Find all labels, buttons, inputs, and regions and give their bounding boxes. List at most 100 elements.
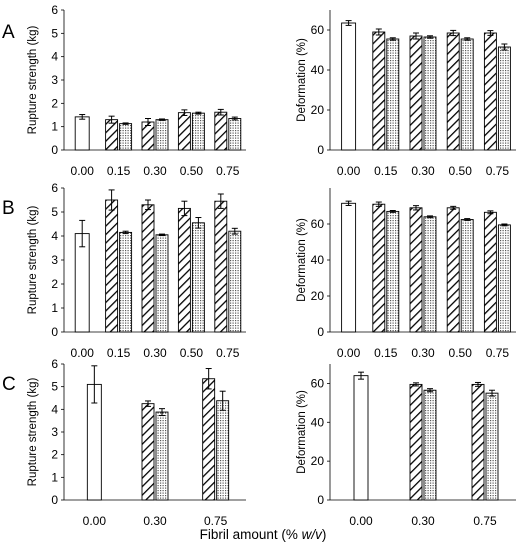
bar-hatch-0.30 [141,121,155,151]
y-tick-label: 2 [51,448,58,462]
y-tick-label: 60 [311,217,325,231]
bar-open-0.00 [74,233,90,333]
y-axis-title: Rupture strength (kg) [27,26,39,135]
y-tick-label: 1 [51,301,58,315]
y-axis-title: Rupture strength (kg) [27,206,39,315]
x-tick-label: 0.30 [411,164,435,178]
chart-B-deformation: Deformation (%) 0 20 40 60 0.00 0.15 0.30 0.50 0.… [296,188,516,360]
bar-open-0.00 [341,202,357,333]
bar-hatch-0.75 [202,378,216,501]
bar-hatch-0.50 [446,32,460,151]
bar-hatch-0.30 [409,383,423,501]
bar-hatch-0.75 [483,211,497,333]
chart-B-strength: B Rupture strength (kg) 0 1 2 3 4 5 6 0.00 0.15 0.3… [2,181,246,360]
x-tick-label: 0.50 [449,346,473,360]
x-tick-label: 0.00 [349,514,373,528]
bar-hatch-0.50 [446,207,460,333]
y-tick-label: 20 [311,103,325,117]
bar-dots-0.15 [119,123,133,151]
bar-dots-0.30 [423,216,437,333]
bar-dots-0.75 [216,400,230,501]
x-tick-label: 0.75 [486,346,510,360]
y-tick-label: 1 [51,470,58,484]
bar-hatch-0.15 [105,199,119,333]
bar-hatch-0.15 [105,119,119,151]
chart-A-strength: A Rupture strength (kg) 0 1 2 3 4 5 6 0.00 0.15 0.3… [2,3,246,178]
bar-hatch-0.50 [177,112,191,151]
x-tick-label: 0.75 [216,164,240,178]
bar-hatch-0.30 [141,403,155,501]
bar-hatch-0.75 [483,32,497,151]
bar-hatch-0.75 [471,383,485,501]
y-tick-label: 6 [51,3,58,17]
bar-dots-0.30 [423,389,437,501]
y-tick-label: 0 [51,143,58,157]
bar-dots-0.50 [191,222,205,333]
x-axis-label-suffix: ) [321,527,327,542]
y-axis-title: Deformation (%) [296,390,308,474]
x-tick-label: 0.00 [337,164,361,178]
x-axis-label-prefix: Fibril amount (% [199,527,302,542]
panel-letter-C: C [2,374,16,395]
bar-dots-0.30 [423,36,437,151]
bar-dots-0.30 [155,119,169,151]
y-axis-title: Deformation (%) [296,218,308,302]
y-tick-label: 2 [51,96,58,110]
bar-dots-0.75 [228,118,242,151]
y-tick-label: 0 [317,493,324,507]
y-tick-label: 40 [311,63,325,77]
x-axis-shared-label: Fibril amount (% w/v) [0,527,526,542]
y-tick-label: 40 [311,415,325,429]
chart-A-deformation: Deformation (%) 0 20 40 60 0.00 0.15 0.30 0.50 0.… [296,10,516,178]
bar-dots-0.30 [155,234,169,333]
y-tick-label: 0 [317,143,324,157]
bar-hatch-0.30 [409,207,423,333]
x-tick-label: 0.00 [71,346,95,360]
y-tick-label: 60 [311,376,325,390]
x-tick-label: 0.00 [83,514,107,528]
y-tick-label: 3 [51,425,58,439]
bar-hatch-0.30 [141,204,155,333]
bar-open-0.00 [74,116,90,151]
bar-dots-0.75 [228,230,242,333]
bar-dots-0.75 [485,392,499,501]
y-tick-label: 4 [51,229,58,243]
bar-hatch-0.75 [214,200,228,333]
x-tick-label: 0.15 [107,164,131,178]
x-tick-label: 0.75 [486,164,510,178]
x-tick-label: 0.30 [143,164,167,178]
y-axis-title: Deformation (%) [296,38,308,122]
x-tick-label: 0.30 [411,346,435,360]
y-tick-label: 20 [311,454,325,468]
y-tick-label: 3 [51,73,58,87]
bar-hatch-0.50 [177,207,191,333]
x-tick-label: 0.30 [411,514,435,528]
x-tick-label: 0.00 [71,164,95,178]
bar-dots-0.15 [119,231,133,333]
panel-letter-A: A [2,22,15,43]
x-tick-label: 0.50 [180,164,204,178]
bar-dots-0.15 [386,38,400,151]
y-tick-label: 1 [51,120,58,134]
bar-dots-0.15 [386,210,400,333]
y-tick-label: 40 [311,253,325,267]
bar-dots-0.50 [191,112,205,151]
x-tick-label: 0.30 [143,346,167,360]
x-tick-label: 0.75 [473,514,497,528]
y-tick-label: 4 [51,50,58,64]
x-tick-label: 0.75 [204,514,228,528]
charts-root: A Rupture strength (kg) 0 1 2 3 4 5 6 0.00 0.15 0.3… [2,3,516,528]
y-tick-label: 20 [311,289,325,303]
y-tick-label: 0 [51,493,58,507]
x-tick-label: 0.15 [107,346,131,360]
bar-dots-0.50 [460,38,474,151]
chart-C-strength: C Rupture strength (kg) 0 1 2 3 4 5 6 0.00 0.30 0.7… [2,357,246,528]
y-tick-label: 0 [317,325,324,339]
y-tick-label: 5 [51,205,58,219]
x-tick-label: 0.75 [216,346,240,360]
bar-dots-0.75 [497,46,511,151]
x-tick-label: 0.50 [180,346,204,360]
bar-dots-0.50 [460,219,474,333]
x-tick-label: 0.15 [374,164,398,178]
y-axis-title: Rupture strength (kg) [27,378,39,487]
